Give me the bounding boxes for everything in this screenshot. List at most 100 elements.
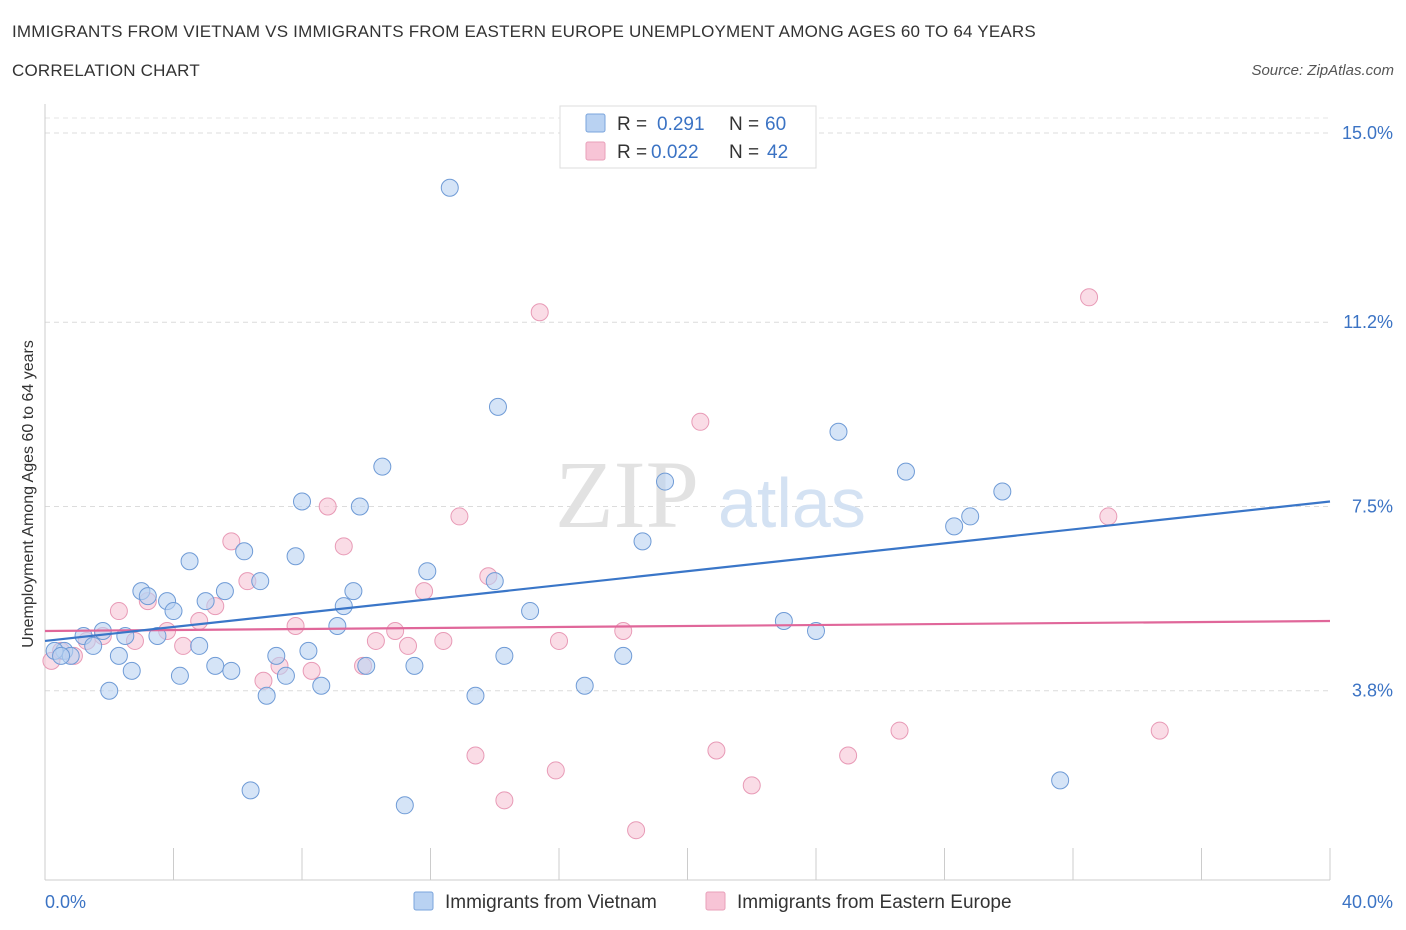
- data-point-vietnam: [164, 602, 183, 621]
- data-point-vietnam: [286, 547, 305, 566]
- data-point-vietnam: [466, 686, 485, 705]
- x-tick-labels: 0.0% 40.0%: [45, 892, 1393, 912]
- gridlines: [45, 117, 1330, 692]
- series-legend: Immigrants from Vietnam Immigrants from …: [413, 891, 1012, 913]
- stats-legend-n-label: N =: [729, 114, 759, 135]
- data-point-vietnam: [1051, 771, 1070, 790]
- data-point-eastern-europe: [1099, 507, 1118, 526]
- data-point-eastern-europe: [222, 532, 241, 551]
- data-point-eastern-europe: [109, 602, 128, 621]
- data-point-vietnam: [257, 686, 276, 705]
- data-point-vietnam: [488, 397, 507, 416]
- series-vietnam-points: [45, 178, 1070, 815]
- data-point-eastern-europe: [286, 617, 305, 635]
- data-point-vietnam: [614, 646, 633, 665]
- legend-label-eastern-europe: Immigrants from Eastern Europe: [737, 892, 1012, 913]
- data-point-vietnam: [656, 472, 675, 491]
- data-point-vietnam: [357, 656, 376, 675]
- data-point-eastern-europe: [174, 636, 193, 655]
- data-point-vietnam: [961, 507, 980, 526]
- data-point-vietnam: [334, 597, 353, 616]
- data-point-vietnam: [293, 492, 311, 511]
- data-point-eastern-europe: [614, 621, 633, 640]
- data-point-vietnam: [896, 462, 915, 481]
- x-tick-label: 40.0%: [1342, 892, 1393, 912]
- data-point-eastern-europe: [466, 746, 485, 765]
- data-point-vietnam: [180, 552, 199, 571]
- data-point-vietnam: [485, 572, 504, 591]
- data-point-eastern-europe: [434, 631, 453, 650]
- data-point-eastern-europe: [415, 582, 434, 601]
- data-point-eastern-europe: [1150, 721, 1169, 740]
- data-point-vietnam: [122, 661, 141, 680]
- data-point-vietnam: [418, 562, 437, 581]
- x-tick-label: 0.0%: [45, 892, 86, 912]
- data-point-vietnam: [235, 542, 254, 561]
- data-point-vietnam: [267, 646, 286, 665]
- data-point-vietnam: [276, 666, 295, 685]
- watermark-atlas: atlas: [718, 464, 866, 542]
- data-point-vietnam: [196, 592, 215, 611]
- data-point-vietnam: [52, 646, 71, 665]
- data-point-vietnam: [350, 497, 369, 516]
- data-point-vietnam: [807, 621, 825, 640]
- data-point-vietnam: [521, 602, 540, 621]
- data-point-eastern-europe: [450, 507, 469, 526]
- data-point-vietnam: [993, 482, 1012, 501]
- trend-line-eastern-europe: [44, 619, 1331, 633]
- data-point-eastern-europe: [399, 636, 418, 655]
- stats-legend-swatch-eastern-europe: [585, 141, 606, 161]
- legend-swatch-eastern-europe: [705, 891, 726, 911]
- data-point-vietnam: [84, 636, 103, 655]
- data-point-vietnam: [251, 572, 270, 591]
- data-point-vietnam: [109, 646, 128, 665]
- data-point-eastern-europe: [1080, 288, 1099, 307]
- data-point-vietnam: [170, 666, 189, 685]
- legend-swatch-vietnam: [413, 891, 434, 911]
- stats-legend-r-value: 0.291: [657, 114, 705, 135]
- data-point-vietnam: [440, 178, 459, 197]
- y-tick-label: 15.0%: [1342, 123, 1393, 143]
- trend-line-vietnam: [44, 500, 1331, 643]
- data-point-eastern-europe: [190, 612, 209, 631]
- y-axis-label: Unemployment Among Ages 60 to 64 years: [20, 340, 37, 648]
- data-point-vietnam: [575, 676, 594, 695]
- data-point-vietnam: [100, 681, 119, 700]
- stats-legend-r-label: R =: [617, 142, 647, 163]
- data-point-vietnam: [138, 587, 157, 606]
- data-point-vietnam: [395, 796, 414, 815]
- data-point-vietnam: [829, 422, 848, 441]
- data-point-vietnam: [148, 626, 167, 645]
- stats-legend-n-value: 60: [765, 114, 786, 135]
- data-point-eastern-europe: [366, 631, 385, 650]
- data-point-vietnam: [633, 532, 652, 551]
- legend-label-vietnam: Immigrants from Vietnam: [445, 892, 657, 913]
- data-point-vietnam: [774, 612, 793, 631]
- data-point-eastern-europe: [546, 761, 565, 780]
- axes: [44, 104, 1331, 881]
- watermark: ZIP atlas: [555, 441, 866, 548]
- data-point-vietnam: [312, 676, 331, 695]
- data-point-eastern-europe: [890, 721, 909, 740]
- y-tick-label: 11.2%: [1343, 312, 1393, 332]
- data-point-vietnam: [405, 656, 424, 675]
- series-eastern-europe-points: [42, 288, 1169, 840]
- stats-legend-r-value: 0.022: [651, 142, 699, 163]
- data-point-eastern-europe: [386, 621, 405, 640]
- stats-legend-n-value: 42: [767, 142, 788, 163]
- data-point-vietnam: [206, 656, 225, 675]
- y-tick-label: 3.8%: [1352, 681, 1393, 701]
- data-point-vietnam: [190, 636, 209, 655]
- data-point-eastern-europe: [707, 741, 726, 760]
- y-tick-label: 7.5%: [1352, 496, 1393, 516]
- data-point-eastern-europe: [691, 412, 710, 431]
- data-point-eastern-europe: [839, 746, 858, 765]
- data-point-vietnam: [215, 582, 234, 601]
- data-point-eastern-europe: [550, 631, 568, 650]
- data-point-eastern-europe: [627, 821, 646, 840]
- trend-lines: [44, 500, 1331, 643]
- data-point-vietnam: [222, 661, 241, 680]
- data-point-eastern-europe: [495, 791, 514, 810]
- data-point-vietnam: [945, 517, 964, 536]
